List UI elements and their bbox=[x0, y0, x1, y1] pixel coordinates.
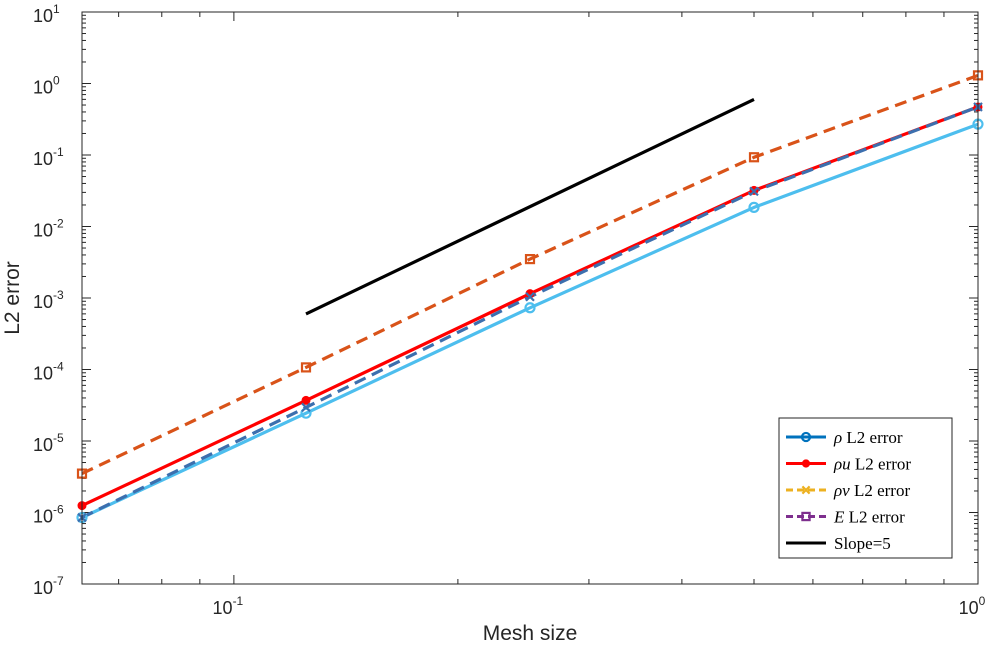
data-point-E bbox=[748, 152, 760, 163]
y-tick-label: 10-1 bbox=[33, 145, 64, 169]
data-point-rho bbox=[524, 302, 536, 314]
data-point-E bbox=[524, 253, 536, 265]
y-tick-label: 100 bbox=[33, 74, 60, 98]
x-axis-label: Mesh size bbox=[483, 622, 578, 645]
data-point-rho bbox=[748, 201, 760, 213]
data-point-rho_v bbox=[525, 292, 535, 302]
legend: ρ L2 error ρu L2 error ρv L2 error E L2 err… bbox=[778, 417, 953, 559]
legend-label-rho: ρ L2 error bbox=[833, 428, 903, 447]
data-point-rho_u bbox=[301, 395, 311, 405]
x-tick-labels: 10-1 100 bbox=[213, 594, 986, 618]
x-tick-label: 10-1 bbox=[213, 594, 244, 618]
y-tick-label: 10-7 bbox=[33, 574, 64, 598]
series-line-E bbox=[81, 73, 979, 476]
series-line-slope bbox=[305, 97, 755, 316]
legend-marker-rho_v bbox=[801, 485, 811, 495]
minor-ticks bbox=[82, 12, 978, 584]
y-tick-label: 10-3 bbox=[33, 288, 64, 312]
y-tick-labels: 10-7 10-6 10-5 10-4 10-3 10-2 10-1 100 101 bbox=[33, 2, 64, 598]
legend-marker-rho bbox=[800, 431, 812, 443]
y-tick-label: 101 bbox=[33, 2, 60, 26]
data-point-E bbox=[300, 362, 312, 373]
y-axis-label: L2 error bbox=[1, 261, 24, 335]
y-tick-label: 10-4 bbox=[33, 360, 64, 384]
legend-label-rho_u: ρu L2 error bbox=[833, 455, 911, 474]
y-tick-label: 10-5 bbox=[33, 431, 64, 455]
legend-marker-rho_u bbox=[801, 459, 811, 468]
axes-box bbox=[81, 11, 979, 585]
data-point-rho_v bbox=[749, 186, 759, 197]
y-tick-label: 10-6 bbox=[33, 503, 64, 527]
y-tick-label: 10-2 bbox=[33, 217, 64, 241]
legend-marker-E bbox=[801, 511, 811, 522]
legend-label-rho_v: ρv L2 error bbox=[833, 481, 910, 500]
data-point-rho_v bbox=[301, 402, 311, 413]
marker-layer bbox=[76, 70, 984, 524]
legend-label-slope: Slope=5 bbox=[834, 534, 891, 553]
legend-label-E: E L2 error bbox=[833, 508, 905, 527]
x-tick-label: 100 bbox=[959, 594, 986, 618]
series-line-rho bbox=[81, 122, 979, 519]
